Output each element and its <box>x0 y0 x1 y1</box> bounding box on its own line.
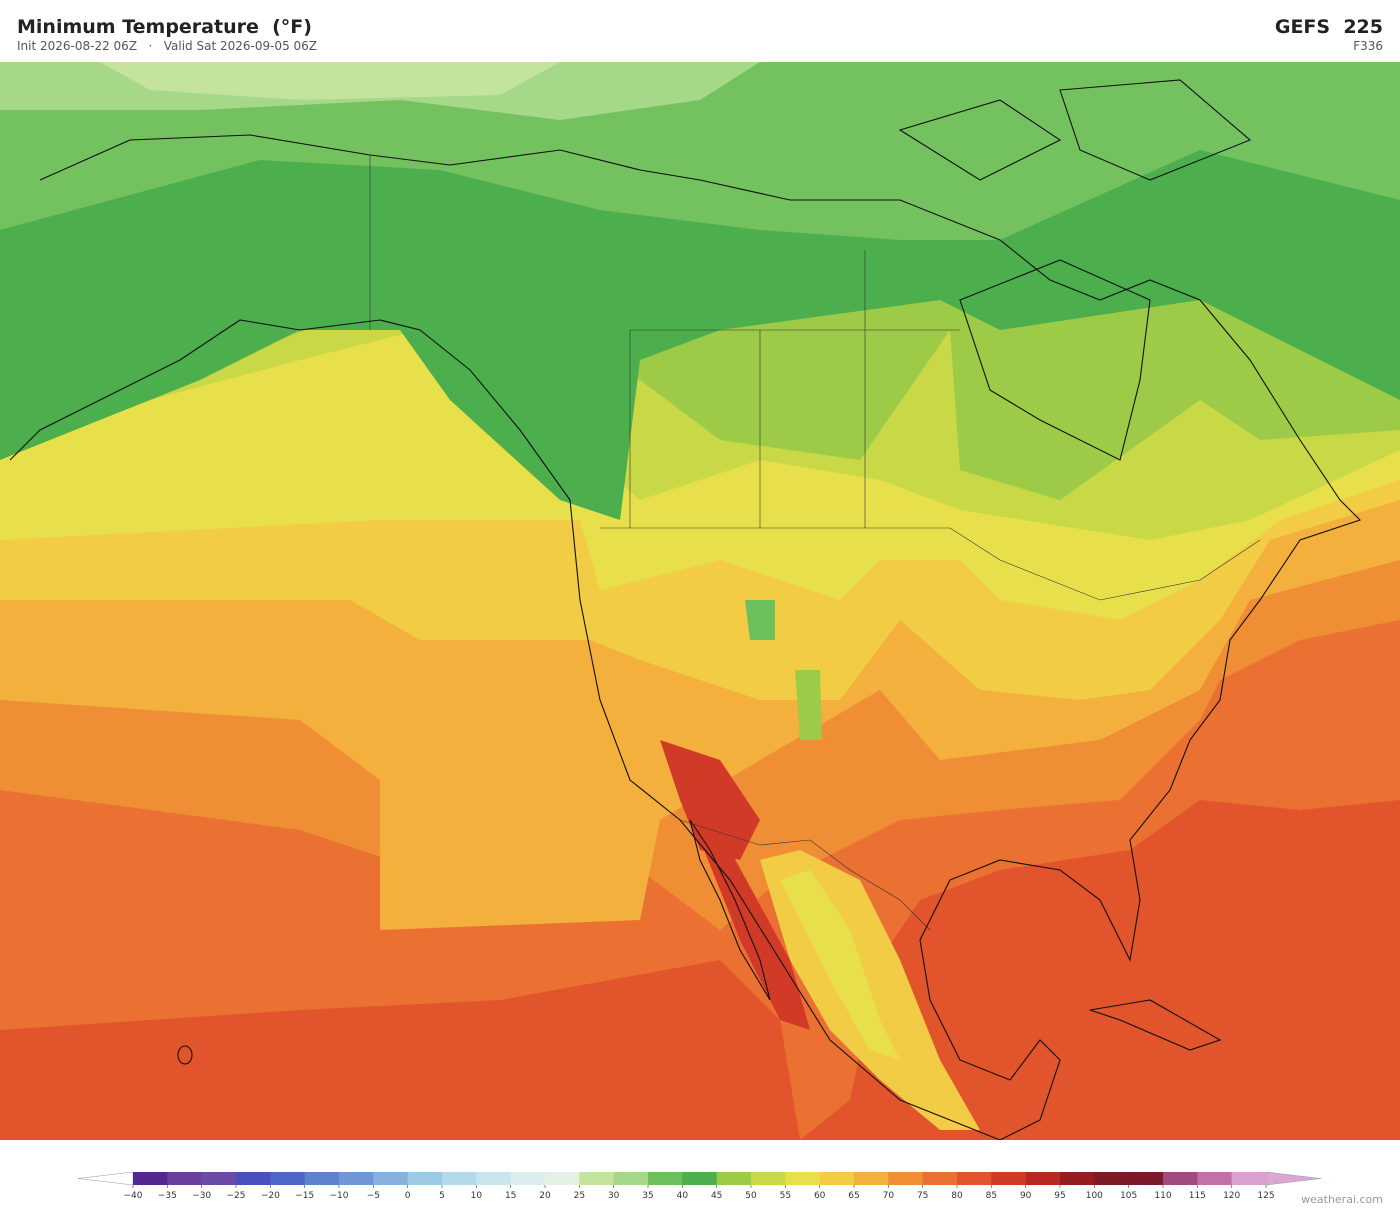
colorbar-tick-label: 50 <box>745 1191 757 1200</box>
colorbar-swatch <box>167 1172 202 1185</box>
colorbar-tick-label: 40 <box>677 1191 689 1200</box>
colorbar-tick-label: 90 <box>1020 1191 1032 1200</box>
colorbar-swatch <box>1197 1172 1232 1185</box>
colorbar-swatch <box>201 1172 237 1185</box>
colorbar-tick-label: −15 <box>295 1191 314 1200</box>
colorbar-tick-label: 120 <box>1223 1191 1240 1200</box>
colorbar-swatch <box>1025 1172 1061 1185</box>
colorbar-tick-label: 30 <box>608 1191 620 1200</box>
colorbar-swatch <box>407 1172 443 1185</box>
colorbar: −40 −35 −30 −25 −20 −15 −10 −5 0 5 10 15 20 25 30 35 40 4… <box>77 1171 1322 1200</box>
colorbar-swatch <box>682 1172 717 1185</box>
colorbar-swatch <box>373 1172 408 1185</box>
colorbar-swatch <box>545 1172 580 1185</box>
field-gulf-california <box>700 840 810 1030</box>
colorbar-tick-label: −40 <box>124 1191 143 1200</box>
canada-provinces <box>629 250 960 528</box>
map-title: Minimum Temperature (°F) <box>17 16 312 38</box>
colorbar-tick-label: 115 <box>1189 1191 1206 1200</box>
colorbar-tick-label: −5 <box>367 1191 380 1200</box>
coastlines <box>9 79 1362 1140</box>
colorbar-swatch <box>854 1172 889 1185</box>
field-mexico-highland <box>780 870 900 1060</box>
colorbar-swatch <box>133 1172 168 1185</box>
temperature-map <box>0 62 1400 1140</box>
colorbar-tick-label: 95 <box>1054 1191 1065 1200</box>
colorbar-swatch <box>579 1172 614 1185</box>
map-subtitle: Init 2026-08-22 06Z · Valid Sat 2026-09-… <box>17 39 318 53</box>
colorbar-swatch <box>751 1172 786 1185</box>
colorbar-tick-label: 65 <box>848 1191 859 1200</box>
colorbar-tick-label: 110 <box>1154 1191 1171 1200</box>
colorbar-swatch <box>270 1172 305 1185</box>
colorbar-tick-label: −10 <box>330 1191 349 1200</box>
colorbar-tick-label: −20 <box>261 1191 280 1200</box>
field-rockies <box>745 600 775 640</box>
colorbar-swatch <box>510 1172 546 1185</box>
hudson-bay <box>959 259 1151 461</box>
field-35 <box>0 62 1400 240</box>
baja-coast <box>689 819 771 1001</box>
colorbar-swatch <box>888 1172 923 1185</box>
colorbar-tick-label: 0 <box>405 1191 411 1200</box>
colorbar-swatch <box>1060 1172 1095 1185</box>
colorbar-tick-label: 45 <box>711 1191 722 1200</box>
colorbar-swatch <box>304 1172 340 1185</box>
colorbar-swatch <box>442 1172 477 1185</box>
colorbar-swatch <box>1163 1172 1198 1185</box>
field-colorado <box>795 670 822 740</box>
colorbar-over <box>1265 1171 1322 1186</box>
colorbar-tick-label: 10 <box>471 1191 483 1200</box>
colorbar-tick-label: 25 <box>574 1191 585 1200</box>
colorbar-tick-label: 70 <box>883 1191 895 1200</box>
colorbar-tick-label: −30 <box>192 1191 211 1200</box>
credit: weatherai.com <box>1301 1193 1383 1206</box>
colorbar-tick-label: −25 <box>227 1191 246 1200</box>
colorbar-tick-label: 35 <box>642 1191 653 1200</box>
colorbar-swatch <box>785 1172 820 1185</box>
colorbar-swatch <box>1128 1172 1164 1185</box>
coastline <box>9 134 1362 1140</box>
colorbar-tick-label: 55 <box>780 1191 791 1200</box>
cuba <box>1089 999 1222 1051</box>
colorbar-swatch <box>648 1172 683 1185</box>
colorbar-swatch <box>476 1172 511 1185</box>
colorbar-tick-label: 125 <box>1257 1191 1274 1200</box>
colorbar-tick-label: −35 <box>158 1191 177 1200</box>
forecast-hour: F336 <box>1353 39 1383 53</box>
colorbar-tick-label: 15 <box>505 1191 516 1200</box>
field-25 <box>100 62 560 100</box>
us-canada-border <box>600 527 1261 601</box>
colorbar-tick-label: 20 <box>539 1191 551 1200</box>
colorbar-tick-label: 100 <box>1086 1191 1103 1200</box>
colorbar-tick-label: 5 <box>439 1191 445 1200</box>
colorbar-swatch <box>339 1172 374 1185</box>
colorbar-swatch <box>922 1172 958 1185</box>
colorbar-tick-label: 105 <box>1120 1191 1137 1200</box>
colorbar-tick-label: 60 <box>814 1191 826 1200</box>
colorbar-swatch <box>716 1172 752 1185</box>
colorbar-swatch <box>819 1172 855 1185</box>
colorbar-tick-label: 75 <box>917 1191 928 1200</box>
colorbar-tick-label: 85 <box>986 1191 997 1200</box>
colorbar-swatch <box>957 1172 992 1185</box>
field-desert-hotspot <box>660 740 760 860</box>
borders <box>369 155 1261 931</box>
colorbar-swatch <box>991 1172 1026 1185</box>
arctic-islands <box>898 79 1252 181</box>
colorbar-tick-label: 80 <box>951 1191 963 1200</box>
hawaii <box>177 1045 193 1065</box>
model-label: GEFS 225 <box>1274 16 1383 38</box>
colorbar-swatch <box>236 1172 271 1185</box>
colorbar-swatch <box>613 1172 649 1185</box>
colorbar-swatch <box>1094 1172 1129 1185</box>
colorbar-under <box>77 1171 134 1186</box>
colorbar-swatch <box>1231 1172 1267 1185</box>
us-mexico-border <box>679 819 931 931</box>
